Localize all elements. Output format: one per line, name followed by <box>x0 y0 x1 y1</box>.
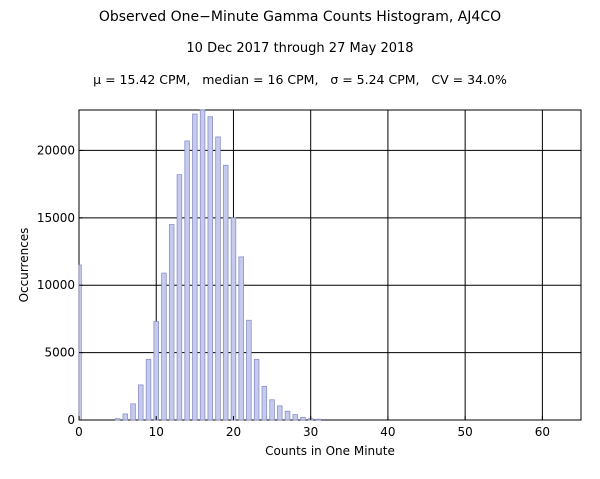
x-tick-label: 30 <box>303 425 318 439</box>
histogram-bar <box>253 358 260 421</box>
histogram-bar <box>161 272 167 421</box>
histogram-bar <box>215 136 221 421</box>
y-tick-label: 20000 <box>37 143 75 157</box>
x-axis-ticks: 0 10 20 30 40 50 60 <box>75 416 550 439</box>
x-tick-label: 20 <box>226 425 241 439</box>
y-axis-ticks: 0 5000 10000 15000 20000 <box>37 143 83 427</box>
histogram-bar <box>223 164 229 421</box>
histogram-bar <box>230 217 237 421</box>
histogram-bar <box>145 358 152 421</box>
x-tick-label: 60 <box>535 425 550 439</box>
chart-subtitle: 10 Dec 2017 through 27 May 2018 <box>186 41 414 56</box>
x-tick-label: 40 <box>380 425 395 439</box>
histogram-bar <box>122 413 129 421</box>
y-axis-label: Occurrences <box>17 228 31 303</box>
histogram-bar <box>78 264 82 421</box>
histogram-bar <box>300 416 306 421</box>
y-tick-label: 5000 <box>44 346 75 360</box>
histogram-bar <box>284 410 291 421</box>
y-tick-label: 10000 <box>37 278 75 292</box>
histogram-bar <box>261 385 268 421</box>
chart-title: Observed One−Minute Gamma Counts Histogr… <box>98 9 502 25</box>
bars <box>78 109 322 421</box>
histogram-bar <box>153 321 159 421</box>
histogram-bar <box>184 140 190 421</box>
histogram-bar <box>130 403 136 421</box>
histogram-bar <box>207 116 214 421</box>
chart-stats: μ = 15.42 CPM, median = 16 CPM, σ = 5.24… <box>93 72 507 87</box>
histogram-bar <box>138 384 144 421</box>
y-tick-label: 15000 <box>37 211 75 225</box>
histogram-bar <box>246 319 252 421</box>
x-tick-label: 50 <box>458 425 473 439</box>
histogram-bar <box>168 224 175 421</box>
histogram-bar <box>269 399 275 421</box>
histogram-bar <box>176 174 183 421</box>
histogram-bar <box>292 414 298 421</box>
histogram-bar <box>114 418 121 421</box>
y-tick-label: 0 <box>67 413 75 427</box>
x-tick-label: 10 <box>149 425 164 439</box>
histogram-bar <box>238 256 244 421</box>
x-axis-label: Counts in One Minute <box>265 444 395 458</box>
x-tick-label: 0 <box>75 425 83 439</box>
histogram-bar <box>199 109 206 421</box>
histogram-bar <box>192 113 198 421</box>
histogram-bar <box>277 405 283 421</box>
histogram-bar <box>315 418 322 421</box>
